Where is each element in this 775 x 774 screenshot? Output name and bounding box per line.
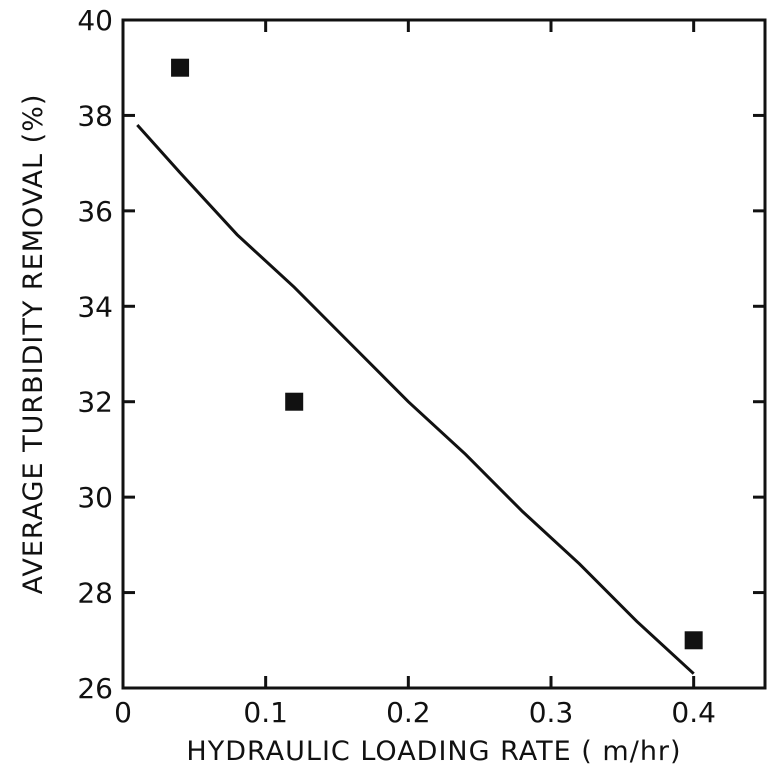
y-tick-label: 32 bbox=[77, 386, 113, 419]
data-point bbox=[171, 58, 190, 77]
y-tick-label: 40 bbox=[77, 4, 113, 37]
tick-marks bbox=[121, 18, 765, 690]
data-point bbox=[684, 631, 703, 650]
y-tick-label: 30 bbox=[77, 481, 113, 514]
trend-line bbox=[136, 123, 695, 675]
y-tick-label: 36 bbox=[77, 195, 113, 228]
x-axis-label: HYDRAULIC LOADING RATE ( m/hr) bbox=[186, 736, 681, 767]
y-axis-label: AVERAGE TURBIDITY REMOVAL (%) bbox=[18, 94, 49, 595]
data-point bbox=[285, 392, 304, 411]
data-points bbox=[171, 58, 703, 650]
y-tick-label: 28 bbox=[77, 577, 113, 610]
plot-frame bbox=[121, 18, 767, 690]
tick-labels: 0 0.1 0.2 0.3 0.4 26 28 30 32 34 36 38 40 bbox=[77, 4, 716, 729]
x-tick-label: 0.3 bbox=[529, 696, 574, 729]
x-tick-label: 0.1 bbox=[243, 696, 288, 729]
x-tick-label: 0.4 bbox=[671, 696, 716, 729]
y-tick-label: 38 bbox=[77, 99, 113, 132]
y-tick-label: 26 bbox=[77, 672, 113, 705]
y-tick-label: 34 bbox=[77, 290, 113, 323]
x-tick-label: 0 bbox=[114, 696, 132, 729]
x-tick-label: 0.2 bbox=[386, 696, 431, 729]
